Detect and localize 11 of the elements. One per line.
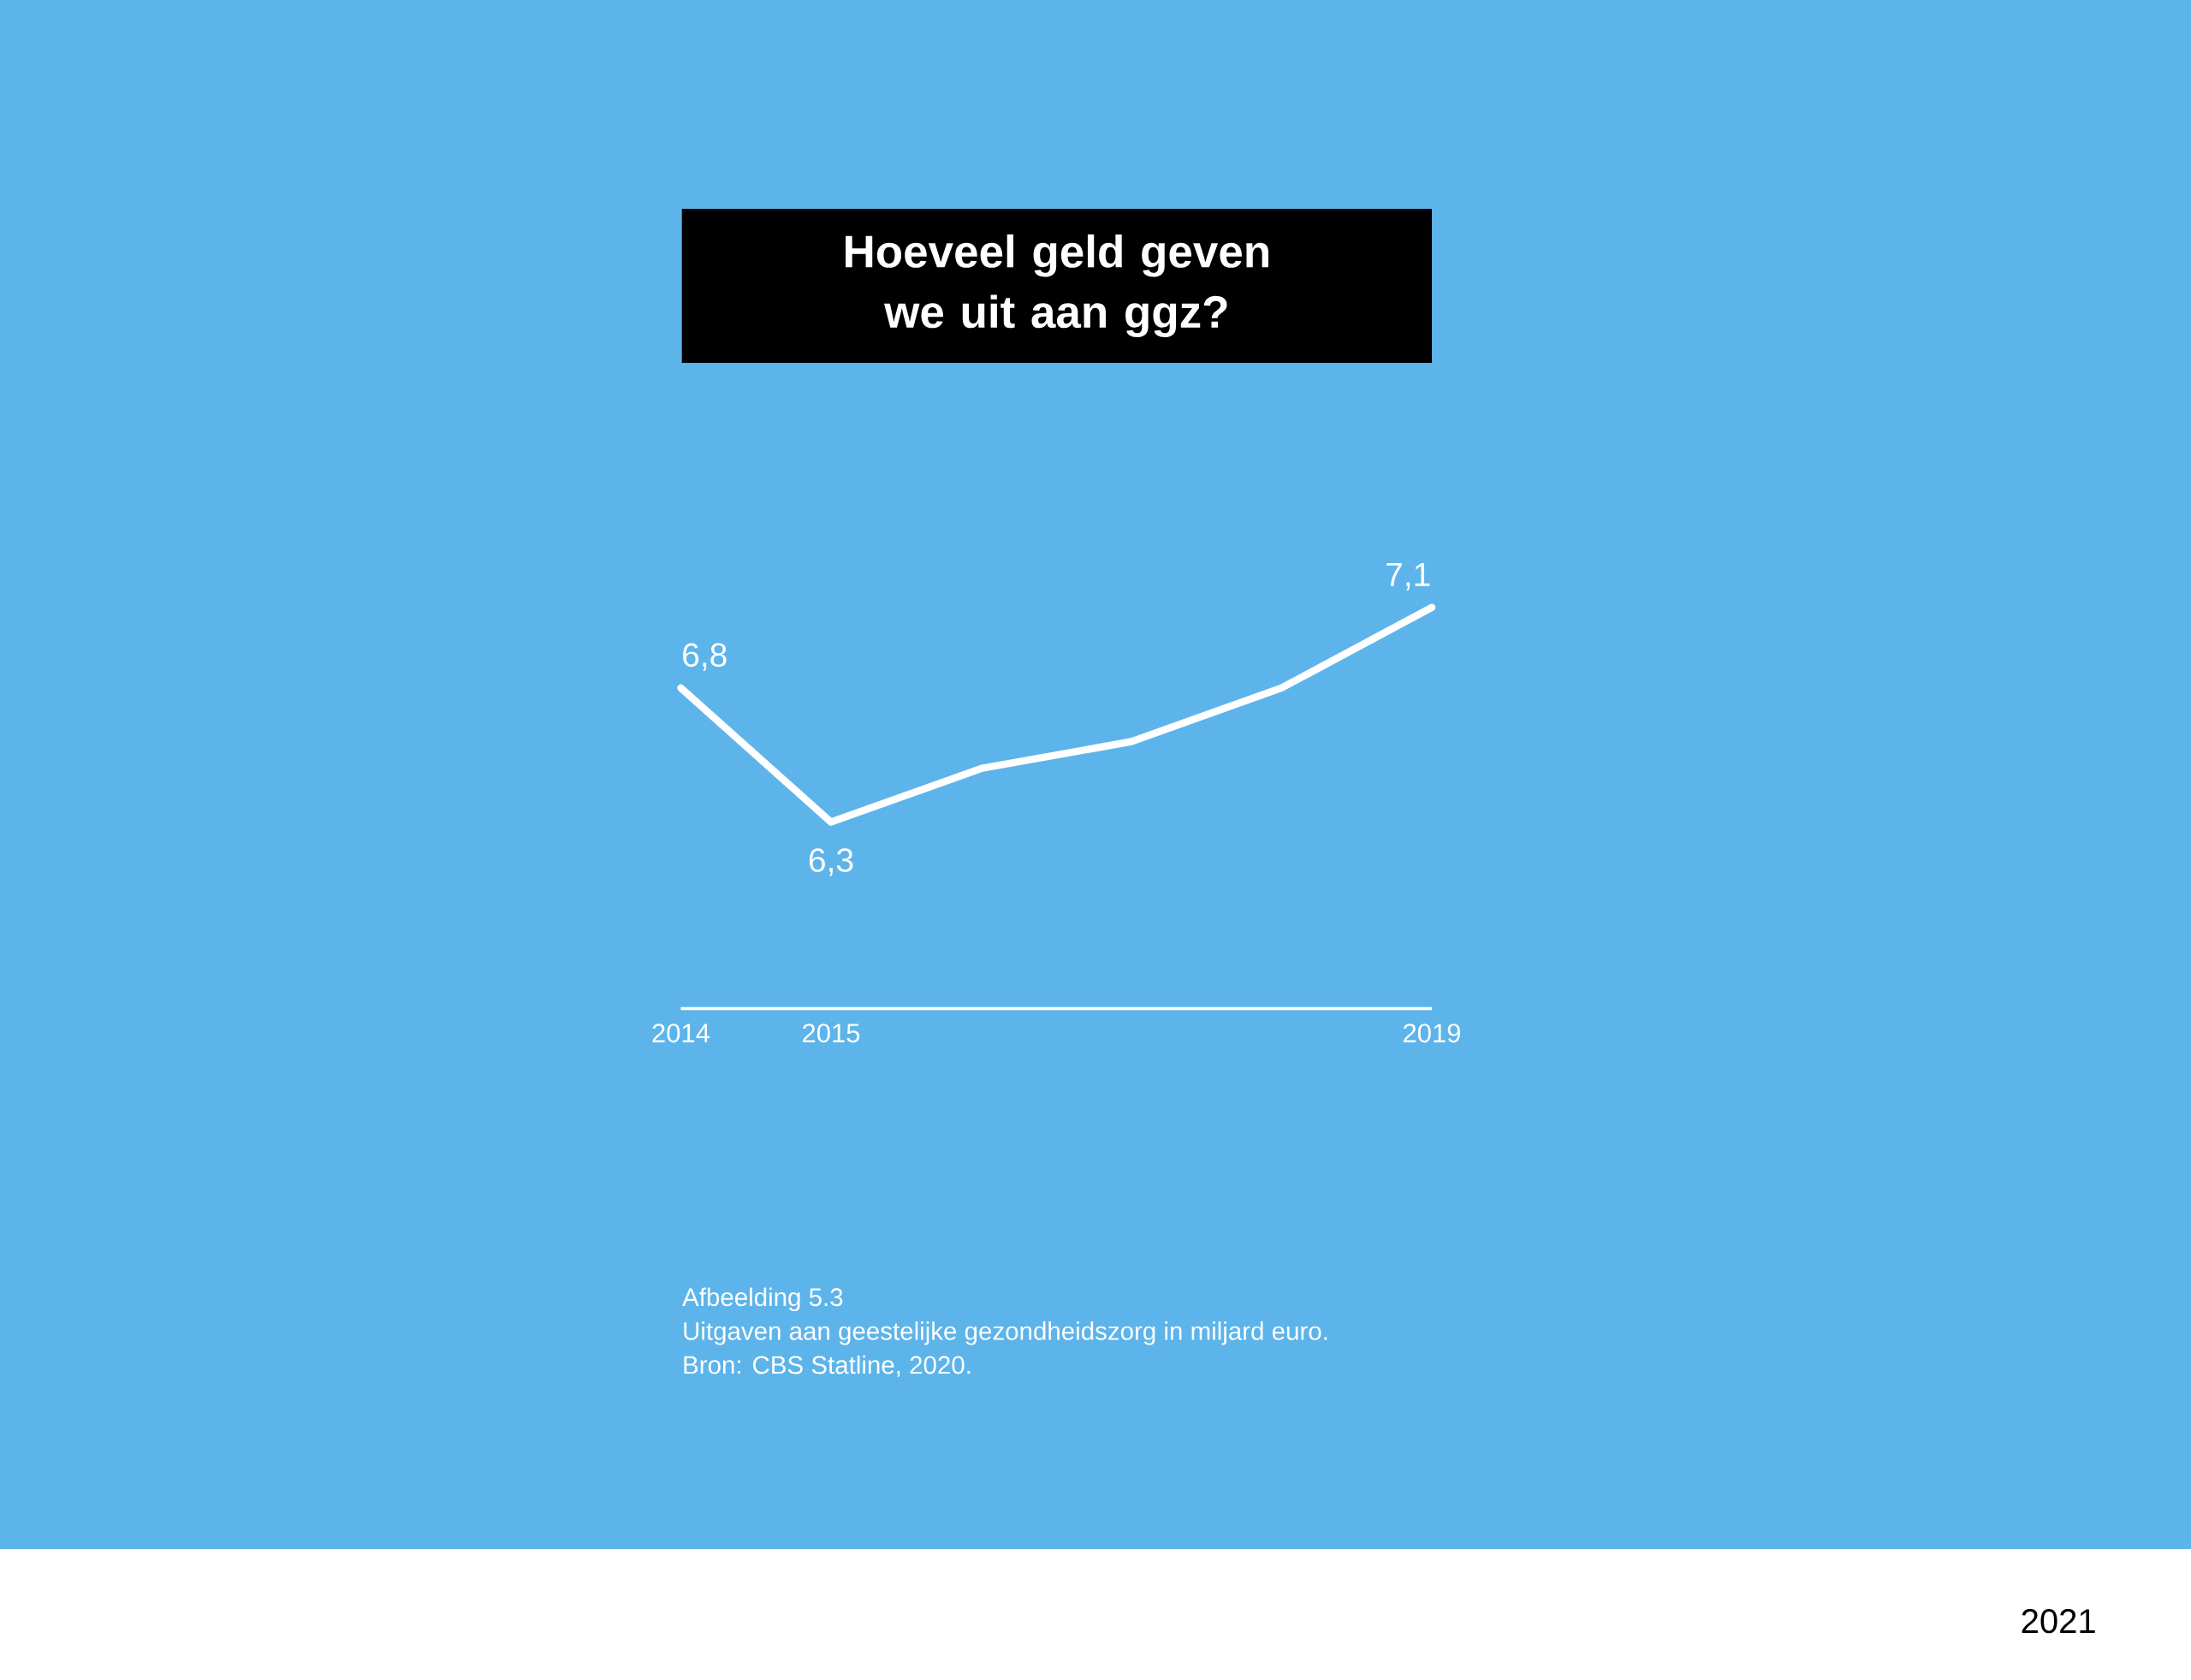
text: Afbeelding 5.3 [682, 1287, 843, 1312]
text: 2021 [2022, 1609, 2095, 1634]
data-label: 7,1 [1386, 562, 1430, 591]
x-tick-label: 2014 [652, 1024, 710, 1043]
data-label: 6,3 [809, 848, 853, 876]
data-label: 6,8 [683, 643, 727, 671]
chart-title: Hoeveel geld geven we uit aan ggz? [846, 234, 1268, 338]
text: Bron: CBS Statline, 2020. [684, 1355, 971, 1377]
x-tick-label: 2015 [803, 1024, 860, 1043]
text: Uitgaven aan geestelijke gezondheidszorg in miljard euro. [684, 1321, 1327, 1345]
x-tick-label: 2019 [1404, 1024, 1460, 1043]
